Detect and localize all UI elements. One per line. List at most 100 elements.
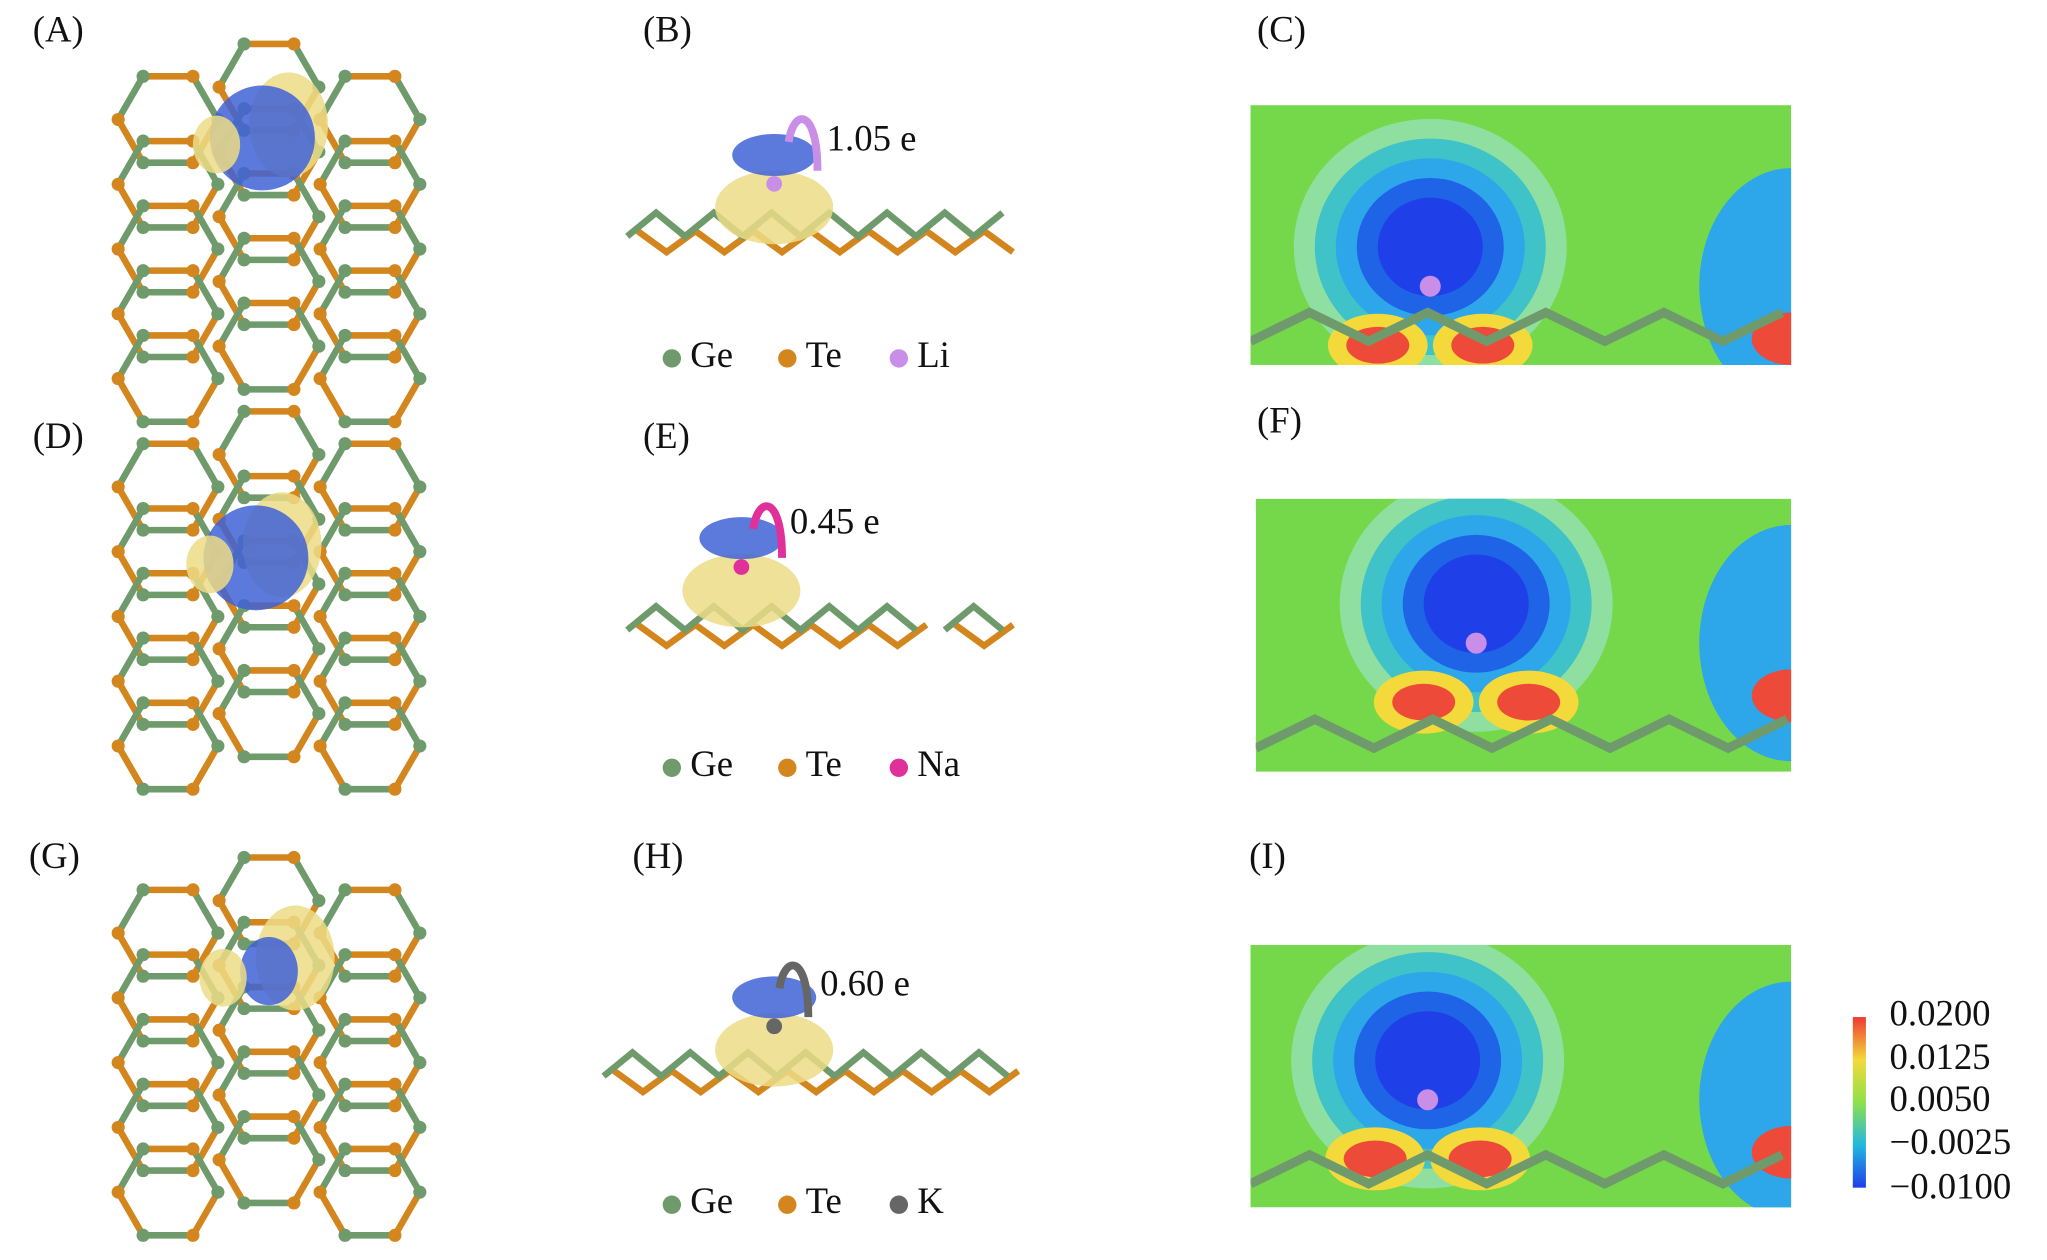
atom (287, 231, 301, 245)
atom (186, 199, 200, 213)
atom (111, 1185, 125, 1199)
bond (392, 636, 423, 683)
atom (388, 696, 402, 710)
bond (115, 117, 146, 165)
atom (136, 220, 150, 235)
atom (338, 566, 352, 580)
atom (237, 404, 251, 418)
atom (338, 350, 352, 364)
atom (212, 80, 226, 94)
atom (212, 707, 226, 721)
bond (190, 74, 221, 122)
bond (216, 711, 247, 759)
atom (237, 663, 251, 677)
bond (190, 485, 221, 532)
charge-blob (732, 976, 817, 1019)
bond (392, 744, 423, 791)
bond (216, 1028, 247, 1076)
charge-blob (682, 553, 801, 628)
atom (136, 328, 150, 342)
atom (212, 339, 226, 353)
bond (115, 550, 146, 597)
atom (338, 415, 352, 429)
atom (237, 915, 251, 929)
atom (338, 134, 352, 148)
bond (216, 668, 247, 716)
atom (186, 1099, 200, 1113)
atom (186, 501, 200, 516)
bond (317, 1017, 348, 1065)
colorbar-label: −0.0025 (1890, 1121, 2012, 1162)
atom (186, 1228, 200, 1242)
bond (317, 701, 348, 748)
atom (313, 1185, 327, 1199)
atom (338, 523, 352, 537)
bond (190, 1017, 221, 1065)
atom (136, 588, 150, 602)
atom (388, 328, 402, 342)
bond (216, 215, 247, 262)
bond (392, 550, 423, 597)
bond (392, 269, 423, 316)
legend-label: K (917, 1180, 944, 1221)
bond (317, 485, 348, 532)
atom (388, 1163, 402, 1178)
bond (291, 215, 322, 262)
atom (237, 188, 251, 202)
atom (136, 883, 150, 897)
atom (237, 37, 251, 51)
atom (338, 156, 352, 170)
bond (392, 312, 423, 359)
bond (190, 269, 221, 316)
bond (317, 744, 348, 791)
atom (388, 969, 402, 983)
bond (115, 312, 146, 359)
atom (338, 437, 352, 451)
atom (136, 1077, 150, 1091)
atom (136, 69, 150, 83)
atom (313, 1120, 327, 1134)
atom (186, 350, 200, 364)
legend-label: Te (806, 334, 842, 375)
legend-marker (662, 758, 682, 777)
artwork (111, 37, 1866, 1242)
atom (186, 220, 200, 235)
charge-blob (699, 517, 784, 560)
atom (338, 883, 352, 897)
atom (111, 112, 125, 127)
charge-blob (240, 937, 298, 1006)
bond (392, 506, 423, 554)
bond (317, 550, 348, 597)
atom (338, 696, 352, 710)
te-chain (953, 622, 1015, 650)
atom (237, 1196, 251, 1210)
atom (388, 264, 402, 278)
bond (291, 301, 322, 348)
legend-label: Te (806, 1180, 842, 1221)
bond (392, 953, 423, 1000)
contour-level (1423, 554, 1529, 653)
ion (1465, 632, 1487, 654)
atom (186, 717, 200, 731)
bond (392, 376, 423, 424)
atom (237, 296, 251, 310)
bond (216, 279, 247, 327)
bond (115, 679, 146, 727)
bond (317, 442, 348, 489)
charge-blob (192, 115, 241, 174)
bond (392, 1060, 423, 1108)
bond (115, 204, 146, 251)
atom (287, 253, 301, 267)
atom (338, 285, 352, 299)
bond (291, 42, 322, 89)
colorbar (1852, 1017, 1866, 1188)
atom (388, 415, 402, 429)
bond (216, 474, 247, 521)
bond (216, 42, 247, 89)
ion (766, 175, 783, 192)
atom (388, 631, 402, 645)
atom (313, 609, 327, 624)
bond (291, 344, 322, 392)
bond (392, 1017, 423, 1065)
te-chain (635, 227, 1015, 257)
